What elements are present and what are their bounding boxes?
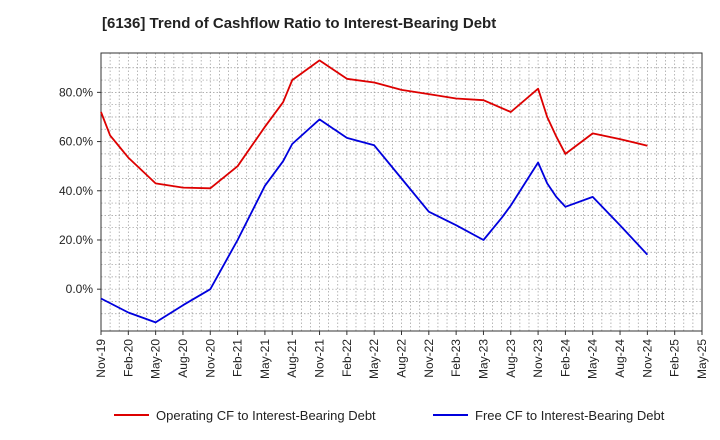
series-line-2	[100, 118, 649, 324]
x-tick-label: Aug-21	[285, 339, 299, 378]
x-tick-label: May-24	[586, 339, 600, 379]
x-tick-label: Nov-20	[203, 339, 217, 378]
x-tick-label: Feb-23	[449, 339, 463, 377]
legend-label-2: Free CF to Interest-Bearing Debt	[475, 408, 665, 423]
x-tick-label: Feb-22	[340, 339, 354, 377]
y-tick-label: 60.0%	[59, 135, 93, 149]
x-tick-label: May-22	[367, 339, 381, 379]
legend-label-1: Operating CF to Interest-Bearing Debt	[156, 408, 376, 423]
x-tick-label: Nov-23	[531, 339, 545, 378]
x-tick-label: Feb-25	[668, 339, 682, 377]
plot-area	[101, 53, 702, 331]
chart-title: [6136] Trend of Cashflow Ratio to Intere…	[102, 15, 497, 32]
x-tick-label: Aug-20	[176, 339, 190, 378]
x-tick-label: Nov-24	[640, 339, 654, 378]
x-tick-label: Feb-21	[231, 339, 245, 377]
x-tick-label: Aug-22	[395, 339, 409, 378]
x-tick-label: Feb-24	[558, 339, 572, 377]
x-tick-label: Feb-20	[121, 339, 135, 377]
x-tick-label: Nov-21	[313, 339, 327, 378]
y-tick-label: 80.0%	[59, 85, 93, 99]
y-tick-label: 40.0%	[59, 184, 93, 198]
y-tick-label: 0.0%	[66, 282, 94, 296]
x-tick-label: Aug-24	[613, 339, 627, 378]
x-tick-label: Nov-22	[422, 339, 436, 378]
x-tick-label: Aug-23	[504, 339, 518, 378]
y-tick-label: 20.0%	[59, 233, 93, 247]
x-tick-label: Nov-19	[94, 339, 108, 378]
x-tick-label: May-21	[258, 339, 272, 379]
x-tick-label: May-20	[149, 339, 163, 379]
x-tick-label: May-23	[476, 339, 490, 379]
series-line-1	[100, 59, 648, 190]
x-tick-label: May-25	[695, 339, 709, 379]
